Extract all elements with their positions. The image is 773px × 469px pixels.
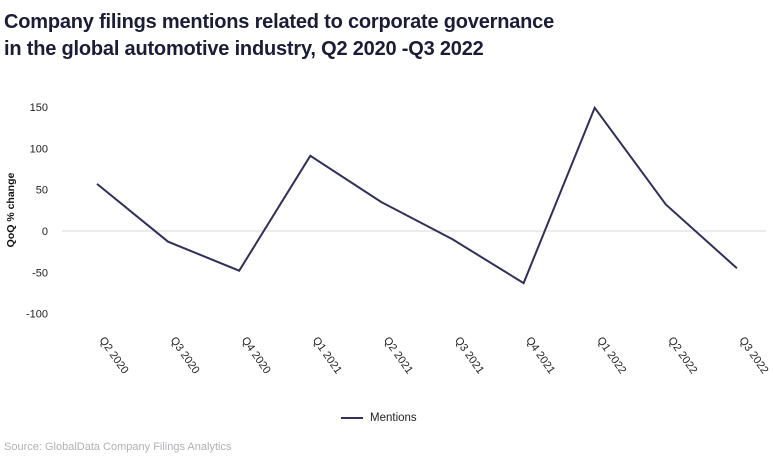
chart-title-line1: Company filings mentions related to corp… [4,11,555,33]
y-tick-label: -50 [32,267,48,279]
legend-line-swatch [341,417,363,419]
x-tick-label: Q2 2020 [97,335,131,376]
legend[interactable]: Mentions [341,412,417,424]
chart-title: Company filings mentions related to corp… [4,9,554,63]
x-tick-label: Q1 2021 [310,335,344,376]
x-tick-label: Q4 2021 [523,335,557,376]
x-tick-label: Q3 2022 [736,335,770,376]
x-tick-label: Q3 2020 [168,335,202,376]
x-tick-label: Q2 2022 [665,335,699,376]
x-tick-label: Q2 2021 [381,335,415,376]
mentions-series-line[interactable] [96,105,738,285]
y-tick-label: 100 [30,143,48,155]
x-tick-label: Q1 2022 [594,335,628,376]
y-axis-title: QoQ % change [5,173,17,248]
legend-label: Mentions [370,412,417,424]
x-tick-label: Q3 2021 [452,335,486,376]
chart-title-line2: in the global automotive industry, Q2 20… [4,38,484,60]
y-tick-label: -100 [26,309,48,321]
y-tick-label: 0 [42,226,48,238]
y-tick-label: 150 [30,102,48,114]
source-note: Source: GlobalData Company Filings Analy… [4,441,232,453]
y-tick-label: 50 [36,185,48,197]
x-tick-label: Q4 2020 [239,335,273,376]
